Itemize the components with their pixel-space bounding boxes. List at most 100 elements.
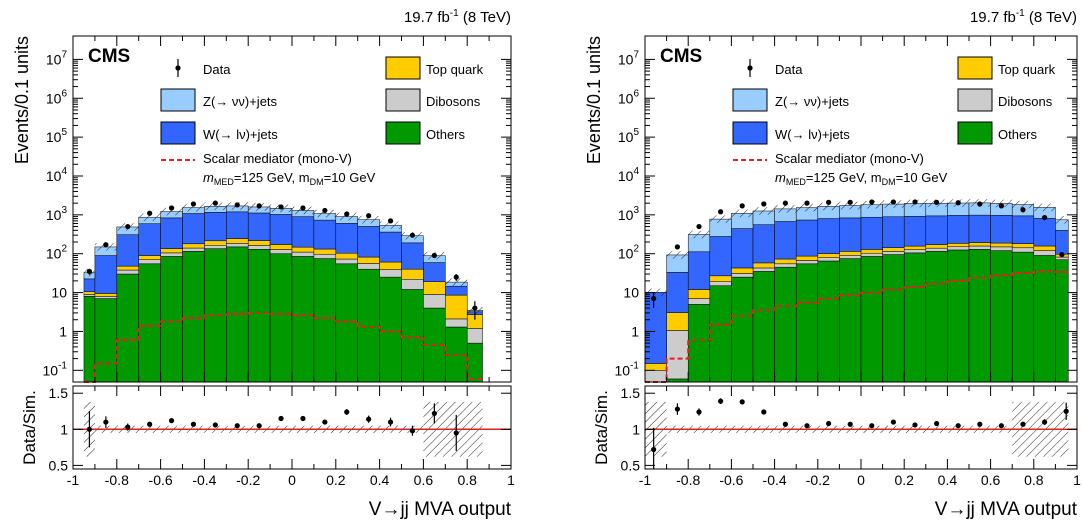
stack-bar-dibosons-7 [795,260,819,265]
ratio-point [322,419,328,425]
data-point [125,223,131,230]
x-tick-label: -0.8 [676,472,700,488]
legend-wln-swatch [732,121,768,145]
stack-bar-others-0 [83,296,96,383]
stack-bar-dibosons-16 [423,294,446,309]
stack-bar-dibosons-9 [839,255,862,259]
lumi-sup: -1 [1016,8,1025,19]
legend-top-label: Top quark [426,62,484,77]
legend-znn-label: Z(→ νν)+jets [775,94,850,109]
data-point [409,232,416,238]
data-point [190,201,197,207]
stack-bar-w-l-jets-5 [182,213,205,245]
stack-bar-top-quark-13 [925,244,948,249]
stack-bar-w-l-jets-8 [247,212,271,241]
stack-bar-dibosons-12 [903,249,927,254]
data-point [761,201,767,207]
y-tick-label: 1 [631,323,639,339]
stack-bar-w-l-jets-17 [445,285,468,296]
legend-signal-mid: =125 GeV, m [806,170,882,185]
right-chart-panel: 10-1 1 10 102 103 104 105 106 107 -1 -0.8 -0.6 -0.4-… [541,0,1083,526]
stack-bar-others-4 [731,276,754,383]
ratio-point [847,421,853,427]
x-tick-label: -0.6 [719,472,743,488]
mc-uncertainty-band-3 [709,215,732,223]
ratio-point [739,399,745,405]
legend-signal-label: Scalar mediator (mono-V) [203,151,352,166]
stack-bar-others-3 [138,263,161,383]
stack-bar-others-18 [466,342,483,383]
stack-bar-top-quark-8 [247,240,271,246]
stack-bar-dibosons-11 [313,253,337,259]
y-tick-exponent: -1 [58,360,67,371]
data-point [651,295,657,302]
mc-uncertainty-band-2 [688,230,710,239]
lumi-label: 19.7 fb-1 (8 TeV) [404,8,511,26]
legend-signal-label: Scalar mediator (mono-V) [775,151,924,166]
y-tick-exponent: 3 [61,205,67,216]
ratio-point [782,421,788,427]
stack-bar-w-l-jets-14 [947,215,970,244]
ratio-y-tick-label: 1.5 [49,385,69,401]
mc-uncertainty-band-3 [138,213,161,221]
legend-znn-swatch [160,88,196,112]
data-point [212,200,218,206]
ratio-y-axis-label: Data/Sim. [20,390,39,465]
signal-line [645,270,1069,383]
mc-uncertainty-band-1 [666,251,689,259]
stack-bar-others-9 [839,258,862,383]
y-tick-label: 103 [46,205,68,223]
stack-bar-dibosons-18 [1033,250,1056,256]
stack-bar-w-l-jets-16 [990,215,1013,244]
x-tick-label: 0 [857,472,865,488]
ratio-point [1063,408,1069,414]
stack-bar-top-quark-5 [182,243,205,249]
ratio-point [804,423,810,429]
stack-bar-w-l-jets-7 [226,211,249,239]
data-point [977,201,983,207]
legend-top-swatch [957,56,993,80]
ratio-point [86,426,93,432]
data-point [322,207,328,214]
x-tick-label: 0.6 [981,472,1001,488]
stack-bar-top-quark-7 [795,255,819,261]
legend-top-swatch [385,56,421,80]
data-point [826,199,832,205]
y-tick-label: 10 [623,285,639,301]
ratio-point [125,424,131,430]
stack-bar-top-quark-4 [731,267,754,274]
stack-bar-top-quark-9 [269,244,293,250]
stack-bar-w-l-jets-2 [687,251,711,290]
stack-bar-top-quark-11 [882,247,905,252]
ratio-y-tick-label: 1.5 [621,385,641,401]
stack-bar-dibosons-6 [204,245,227,249]
mc-uncertainty-band-6 [204,202,227,211]
stack-bar-w-l-jets-8 [817,218,840,254]
ratio-point [890,419,896,425]
legend-oth-label: Others [426,127,466,142]
y-tick-label: 105 [46,127,68,145]
cms-label: CMS [88,46,130,67]
data-point [847,199,853,205]
stack-bar-top-quark-1 [666,312,689,331]
stack-bar-w-l-jets-1 [94,255,118,294]
y-tick-label: 105 [618,127,640,145]
ratio-point [934,420,940,427]
mc-uncertainty-band-4 [160,207,183,216]
stack-bar-others-15 [401,289,424,383]
stack-bar-w-l-jets-12 [335,223,358,254]
stack-bar-dibosons-14 [379,269,402,278]
ratio-point [869,423,875,429]
ratio-point [696,409,702,415]
stack-bar-others-7 [795,263,819,383]
ratio-point [256,423,262,429]
stack-bar-dibosons-17 [445,318,468,328]
legend-signal-params: mMED=125 GeV, mDM=10 GeV [203,170,376,187]
stack-bar-others-14 [379,276,402,383]
mc-uncertainty-band-17 [445,278,468,286]
ratio-plot-frame [644,385,1078,470]
y-tick-exponent: 7 [61,49,67,60]
x-tick-label: 0 [288,472,296,488]
ratio-plot-frame [72,385,512,470]
y-tick-label: 107 [618,49,640,67]
